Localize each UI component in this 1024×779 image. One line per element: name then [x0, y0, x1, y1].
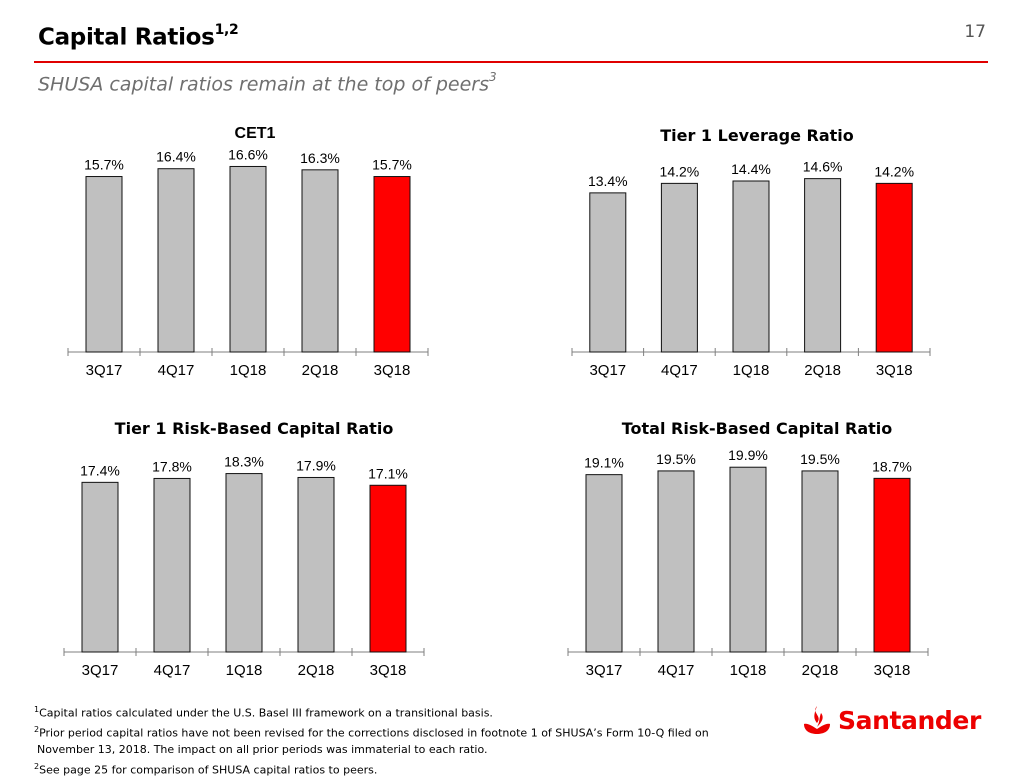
footnote-2-text: Prior period capital ratios have not bee… — [39, 726, 709, 740]
chart-1-category-label: 4Q17 — [158, 362, 195, 379]
chart-2-category-label: 3Q18 — [876, 362, 913, 379]
footnote-1-text: Capital ratios calculated under the U.S.… — [39, 706, 493, 720]
footnote-3-text: See page 25 for comparison of SHUSA capi… — [39, 763, 378, 777]
chart-1: CET1 15.7% 3Q17 16.4% 4Q17 16.6% 1Q18 16.3% 2Q18… — [67, 125, 429, 379]
chart-2-category-label: 3Q17 — [589, 362, 626, 379]
chart-1-data-label: 16.4% — [156, 149, 196, 165]
page-subtitle-text: SHUSA capital ratios remain at the top o… — [38, 73, 489, 96]
chart-2-data-label: 14.2% — [874, 163, 914, 179]
santander-flame-icon — [804, 706, 830, 734]
page-number: 17 — [964, 22, 986, 42]
chart-3-category-label: 4Q17 — [154, 662, 191, 679]
footnote-2-sup: 2 — [34, 725, 40, 735]
chart-2-title: Tier 1 Leverage Ratio — [660, 126, 854, 145]
chart-2-category-label: 4Q17 — [661, 362, 698, 379]
footnote-1: 1Capital ratios calculated under the U.S… — [34, 702, 709, 722]
chart-3-data-label: 17.8% — [152, 458, 192, 474]
chart-4-bar — [585, 474, 623, 653]
chart-1-bar — [85, 176, 123, 353]
chart-1-bar — [157, 168, 195, 353]
chart-1-data-label: 16.3% — [300, 150, 340, 166]
chart-3-category-label: 3Q17 — [82, 662, 119, 679]
santander-logo: Santander — [802, 704, 981, 736]
chart-3-title: Tier 1 Risk-Based Capital Ratio — [115, 419, 394, 438]
chart-3-category-label: 2Q18 — [298, 662, 335, 679]
chart-3-bar — [153, 477, 191, 653]
chart-4-category-label: 1Q18 — [730, 662, 767, 679]
chart-1-category-label: 3Q17 — [86, 362, 123, 379]
chart-4-bar — [873, 477, 911, 653]
chart-4-category-label: 2Q18 — [802, 662, 839, 679]
chart-1-category-label: 2Q18 — [302, 362, 339, 379]
chart-4-data-label: 19.9% — [728, 447, 768, 463]
chart-2-bar — [732, 180, 770, 353]
chart-1-data-label: 16.6% — [228, 146, 268, 162]
chart-4-data-label: 19.5% — [800, 451, 840, 467]
footnote-3: 2See page 25 for comparison of SHUSA cap… — [34, 759, 709, 779]
chart-1-title: CET1 — [235, 125, 276, 142]
charts-canvas: CET1 15.7% 3Q17 16.4% 4Q17 16.6% 1Q18 16.3% 2Q18… — [63, 125, 931, 679]
footnote-2: 2Prior period capital ratios have not be… — [34, 722, 709, 742]
chart-3-bar — [369, 484, 407, 653]
chart-4-category-label: 3Q18 — [874, 662, 911, 679]
chart-4-category-label: 3Q17 — [586, 662, 623, 679]
santander-logo-text: Santander — [838, 705, 981, 735]
chart-4-bar — [801, 470, 839, 653]
chart-3: Tier 1 Risk-Based Capital Ratio 17.4% 3Q17… — [63, 419, 425, 679]
chart-2-data-label: 14.4% — [731, 161, 771, 177]
chart-4-data-label: 19.1% — [584, 455, 624, 471]
footnote-1-sup: 1 — [34, 705, 40, 714]
chart-2-data-label: 13.4% — [588, 173, 628, 189]
chart-4-bar — [729, 466, 767, 653]
footnote-2-continued-text: November 13, 2018. The impact on all pri… — [37, 743, 488, 757]
footnote-2-continued: November 13, 2018. The impact on all pri… — [34, 742, 709, 759]
footnotes: 1Capital ratios calculated under the U.S… — [34, 702, 709, 779]
chart-1-category-label: 1Q18 — [230, 362, 267, 379]
page-subtitle: SHUSA capital ratios remain at the top o… — [38, 70, 497, 96]
chart-1-bar — [373, 176, 411, 353]
chart-1-category-label: 3Q18 — [374, 362, 411, 379]
chart-4-data-label: 18.7% — [872, 458, 912, 474]
title-divider — [34, 61, 988, 63]
chart-2-bar — [660, 182, 698, 353]
page-title-sup: 1,2 — [214, 22, 239, 38]
chart-1-bar — [229, 165, 267, 353]
chart-1-data-label: 15.7% — [84, 157, 124, 173]
chart-3-bar — [225, 473, 263, 653]
footnote-3-sup: 2 — [34, 761, 40, 771]
chart-4: Total Risk-Based Capital Ratio 19.1% 3Q17 1… — [567, 419, 929, 679]
chart-3-category-label: 3Q18 — [370, 662, 407, 679]
chart-2-bar — [589, 192, 627, 353]
chart-3-data-label: 18.3% — [224, 454, 264, 470]
chart-4-data-label: 19.5% — [656, 451, 696, 467]
chart-3-bar — [81, 481, 119, 653]
page-title: Capital Ratios1,2 — [38, 22, 239, 51]
chart-2-category-label: 2Q18 — [804, 362, 841, 379]
chart-2-data-label: 14.2% — [660, 163, 700, 179]
chart-3-data-label: 17.4% — [80, 462, 120, 478]
chart-2-bar — [875, 182, 913, 353]
chart-2: Tier 1 Leverage Ratio 13.4% 3Q17 14.2% 4Q17 1… — [571, 126, 931, 379]
page-subtitle-sup: 3 — [488, 70, 497, 84]
chart-3-data-label: 17.1% — [368, 465, 408, 481]
chart-4-title: Total Risk-Based Capital Ratio — [622, 419, 893, 438]
chart-2-category-label: 1Q18 — [733, 362, 770, 379]
chart-1-bar — [301, 169, 339, 353]
chart-2-bar — [804, 178, 842, 353]
chart-3-bar — [297, 476, 335, 653]
chart-4-bar — [657, 470, 695, 653]
chart-3-category-label: 1Q18 — [226, 662, 263, 679]
page-title-text: Capital Ratios — [38, 24, 215, 51]
chart-2-data-label: 14.6% — [803, 159, 843, 175]
chart-3-data-label: 17.9% — [296, 457, 336, 473]
chart-1-data-label: 15.7% — [372, 157, 412, 173]
chart-4-category-label: 4Q17 — [658, 662, 695, 679]
